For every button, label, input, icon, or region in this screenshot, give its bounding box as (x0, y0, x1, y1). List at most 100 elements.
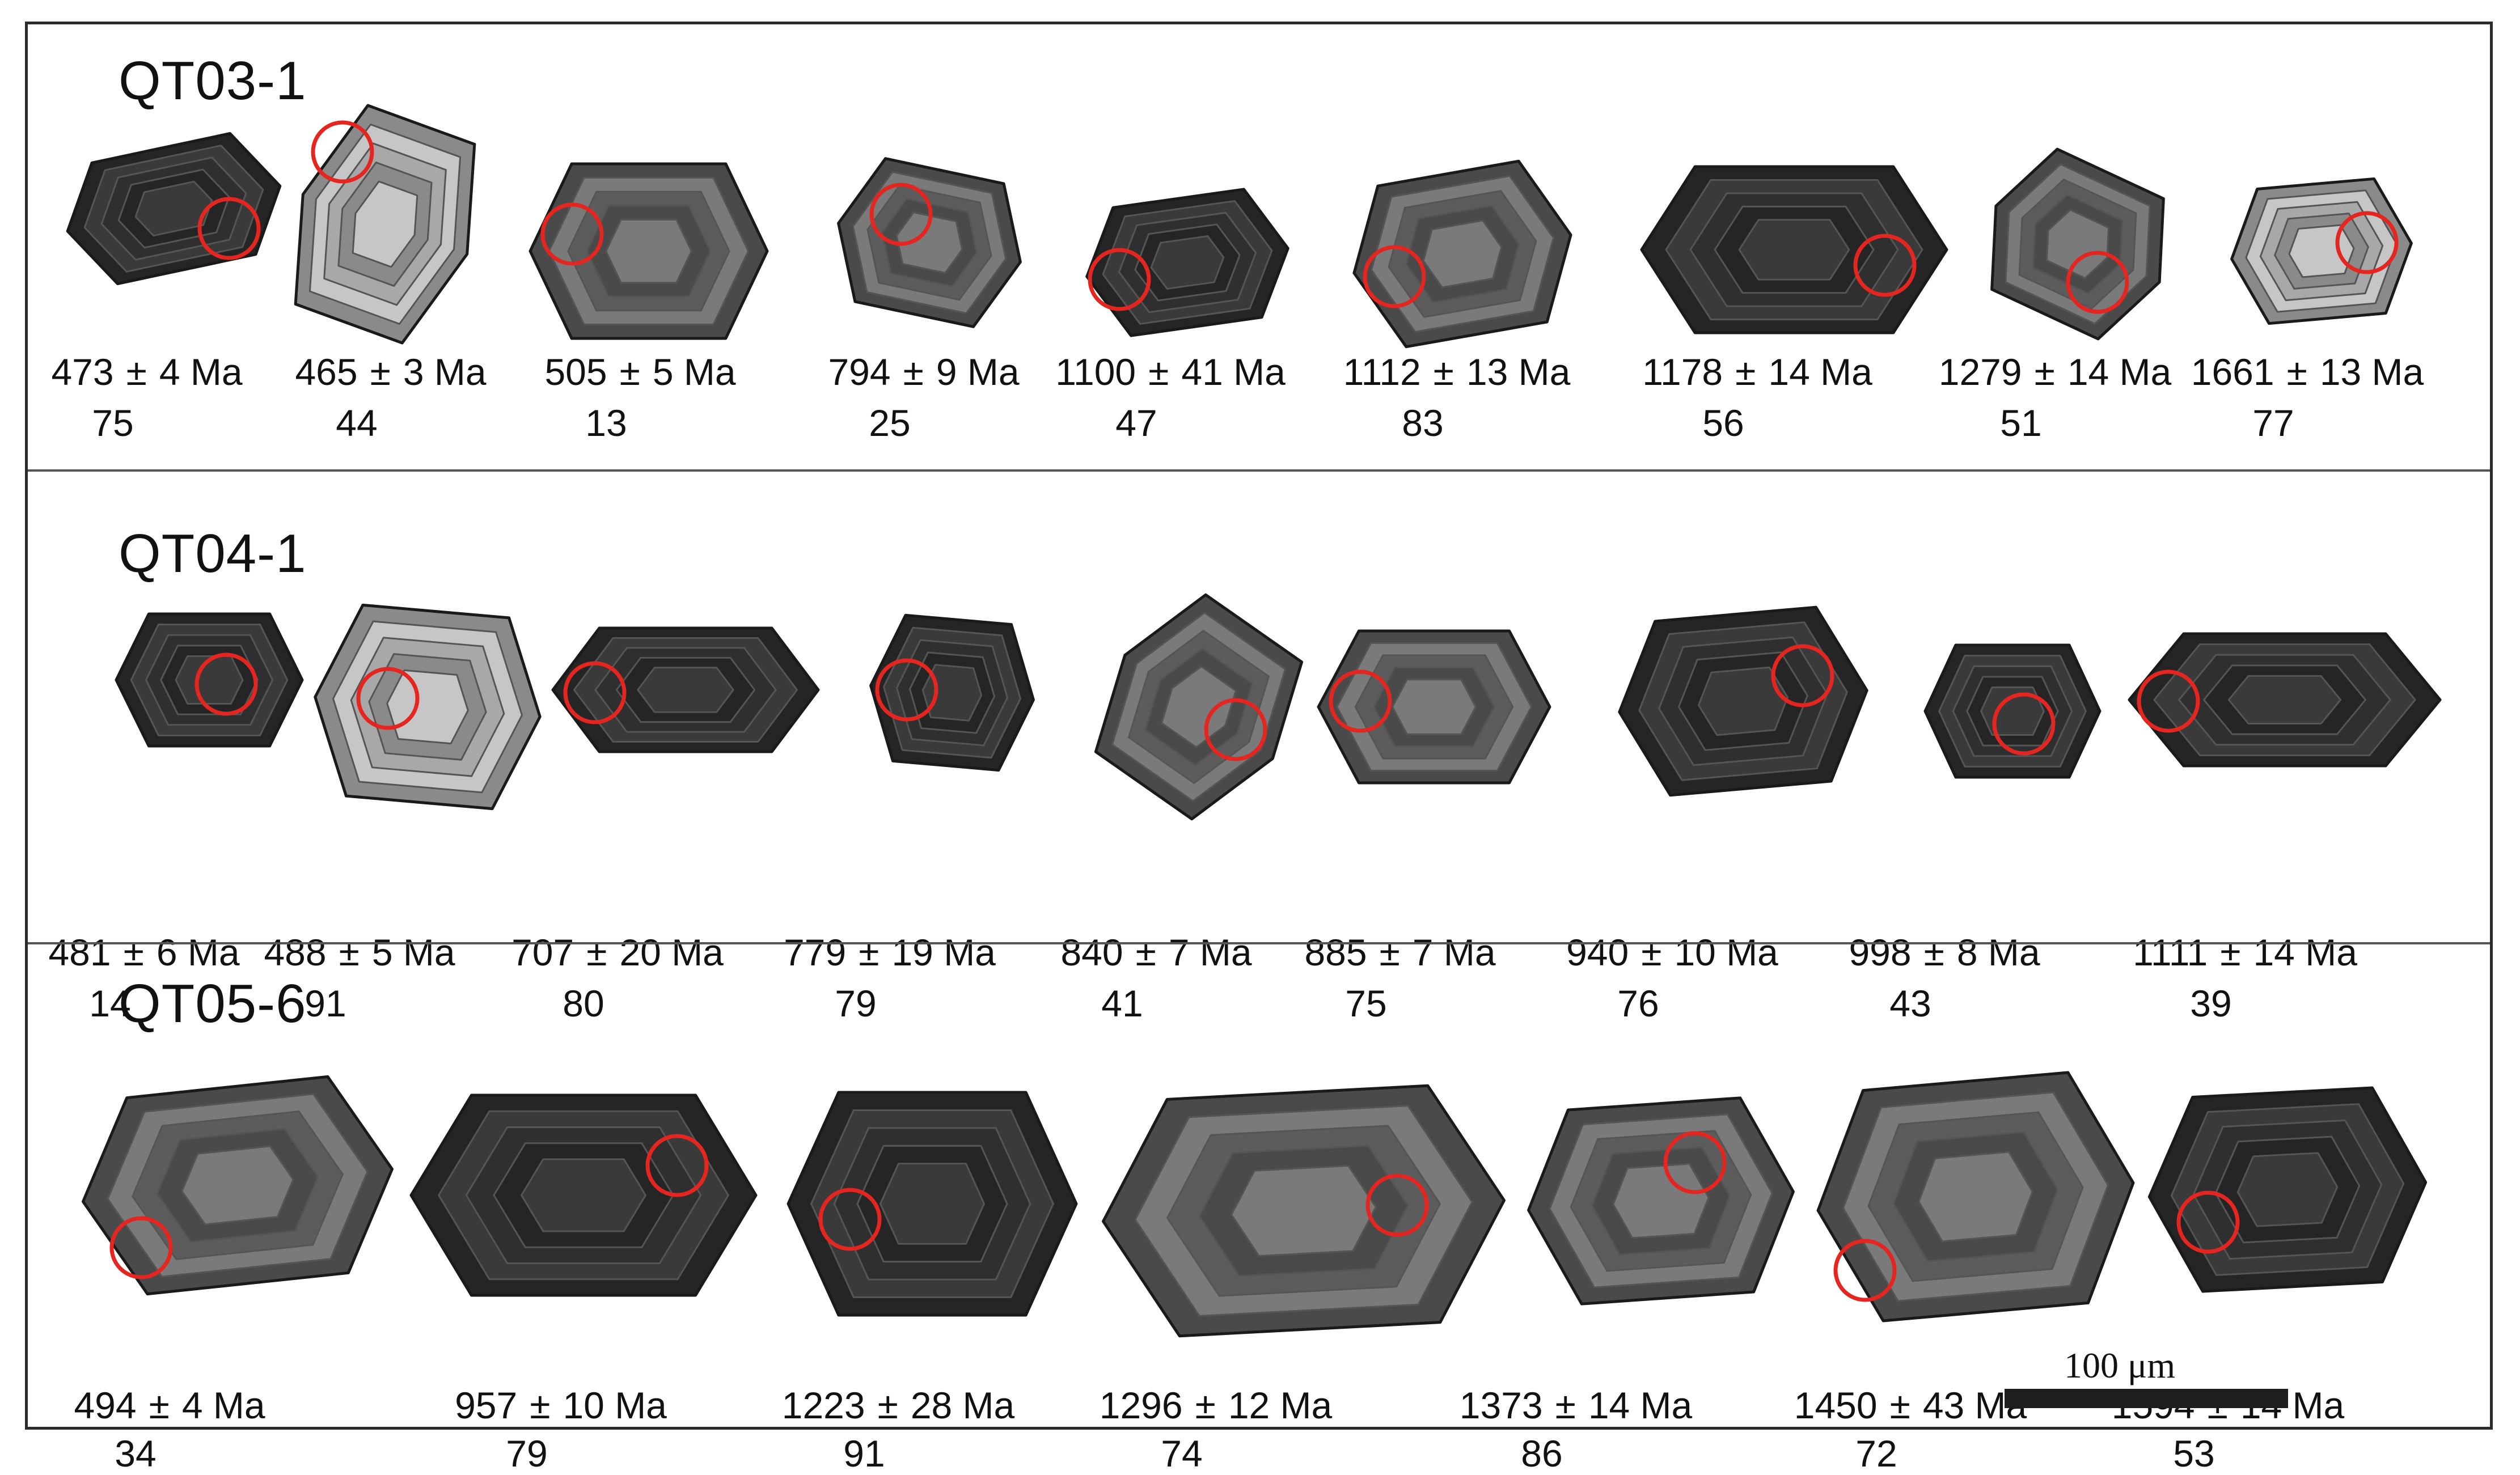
zoning-band (921, 664, 983, 722)
plus-minus-icon: ± (123, 931, 144, 973)
concordance-label: 76 (1617, 982, 1659, 1024)
age-label: 1100 ±41 Ma (1051, 350, 1289, 393)
concordance-label: 79 (506, 1432, 548, 1474)
plus-minus-icon: ± (1135, 931, 1156, 973)
concordance-label: 25 (869, 402, 911, 444)
analysis-spot-circle (1329, 669, 1392, 733)
age-error: 5 Ma (371, 931, 455, 973)
zircon-grain (1349, 159, 1576, 349)
concordance-label: 80 (563, 982, 604, 1024)
age-error: 3 Ma (403, 351, 487, 393)
zircon-cl-image (2230, 177, 2413, 325)
concordance-label: 83 (1402, 402, 1444, 444)
age-label: 481 ±6 Ma (25, 931, 263, 974)
age-error: 14 Ma (2067, 351, 2172, 393)
zircon-cl-image (1085, 188, 1289, 337)
analysis-spot-circle (818, 1188, 882, 1251)
age-value: 1100 (1055, 351, 1136, 393)
zoning-band (880, 1163, 985, 1245)
age-error: 41 Ma (1181, 351, 1286, 393)
sample-label: QT03-1 (119, 50, 307, 111)
age-label: 473 ±4 Ma (28, 350, 266, 393)
zircon-cl-image (1527, 1096, 1795, 1306)
zircon-grain (408, 1092, 759, 1299)
age-error: 9 Ma (936, 351, 1020, 393)
concordance-label: 74 (1161, 1432, 1203, 1474)
concordance-label: 77 (2252, 402, 2294, 444)
zoning-band (1150, 235, 1225, 290)
zircon-grain (1984, 147, 2171, 341)
zircon-cl-image (66, 132, 282, 285)
plus-minus-icon: ± (1195, 1384, 1216, 1426)
concordance-label: 41 (1101, 982, 1143, 1024)
plus-minus-icon: ± (586, 931, 607, 973)
age-value: 940 (1566, 931, 1629, 973)
concordance-label: 47 (1115, 402, 1157, 444)
age-value: 779 (784, 931, 847, 973)
plus-minus-icon: ± (339, 931, 360, 973)
age-error: 5 Ma (652, 351, 736, 393)
age-error: 10 Ma (563, 1384, 667, 1426)
age-error: 14 Ma (1768, 351, 1872, 393)
concordance-label: 44 (336, 402, 378, 444)
zircon-grain (785, 1089, 1080, 1319)
sample-label: QT04-1 (119, 523, 307, 584)
zoning-band (895, 211, 963, 274)
age-label: 840 ±7 Ma (1037, 931, 1275, 974)
panel-divider (28, 942, 2490, 944)
zoning-band (2236, 1152, 2339, 1227)
zircon-cl-image (528, 162, 769, 340)
zircon-grain (1814, 1071, 2137, 1323)
age-label: 779 ±19 Ma (771, 931, 1009, 974)
zircon-grain (294, 104, 476, 345)
age-label: 885 ±7 Ma (1281, 931, 1519, 974)
zircon-grain (62, 132, 286, 285)
age-label: 1279 ±14 Ma (1936, 350, 2174, 393)
analysis-spot-circle (2176, 1190, 2240, 1254)
age-label: 707 ±20 Ma (498, 931, 737, 974)
age-error: 13 Ma (1466, 351, 1571, 393)
zoning-band (2046, 209, 2109, 279)
plus-minus-icon: ± (1379, 931, 1400, 973)
age-label: 940 ±10 Ma (1553, 931, 1791, 974)
zircon-grain (1094, 593, 1304, 821)
zoning-band (1612, 1163, 1710, 1239)
concordance-label: 79 (835, 982, 877, 1024)
age-value: 481 (48, 931, 111, 973)
age-label: 488 ±5 Ma (240, 931, 479, 974)
zircon-grain (833, 157, 1026, 328)
age-error: 7 Ma (1168, 931, 1252, 973)
age-value: 957 (455, 1384, 518, 1426)
analysis-spot-circle (540, 202, 604, 266)
zircon-cl-image (1990, 147, 2165, 341)
age-label: 494 ±4 Ma (50, 1384, 289, 1427)
age-value: 1373 (1459, 1384, 1543, 1426)
analysis-spot-circle (2137, 669, 2200, 733)
plus-minus-icon: ± (1433, 351, 1454, 393)
plus-minus-icon: ± (1923, 931, 1944, 973)
zircon-grain (113, 611, 306, 749)
age-error: 7 Ma (1412, 931, 1496, 973)
zoning-band (175, 655, 244, 705)
age-value: 1279 (1938, 351, 2022, 393)
age-error: 14 Ma (2253, 931, 2357, 973)
zircon-cl-image (1094, 593, 1304, 821)
analysis-spot-circle (1992, 692, 2056, 756)
zircon-grain (1922, 642, 2103, 781)
zircon-cl-image (115, 612, 304, 748)
sample-label: QT05-6 (119, 973, 307, 1034)
concordance-label: 91 (305, 982, 346, 1024)
concordance-label: 13 (585, 402, 627, 444)
age-value: 1296 (1099, 1384, 1183, 1426)
zoning-band (1918, 1151, 2033, 1243)
age-error: 4 Ma (159, 351, 243, 393)
zoning-band (181, 1145, 294, 1226)
zircon-cl-image (551, 626, 820, 753)
zircon-cl-image (1101, 1084, 1506, 1338)
plus-minus-icon: ± (2286, 351, 2307, 393)
age-label: 1450 ±43 Ma (1791, 1384, 2029, 1427)
age-error: 12 Ma (1228, 1384, 1333, 1426)
zoning-band (637, 667, 734, 713)
zircon-cl-image (314, 603, 542, 811)
analysis-spot-circle (2066, 251, 2129, 314)
